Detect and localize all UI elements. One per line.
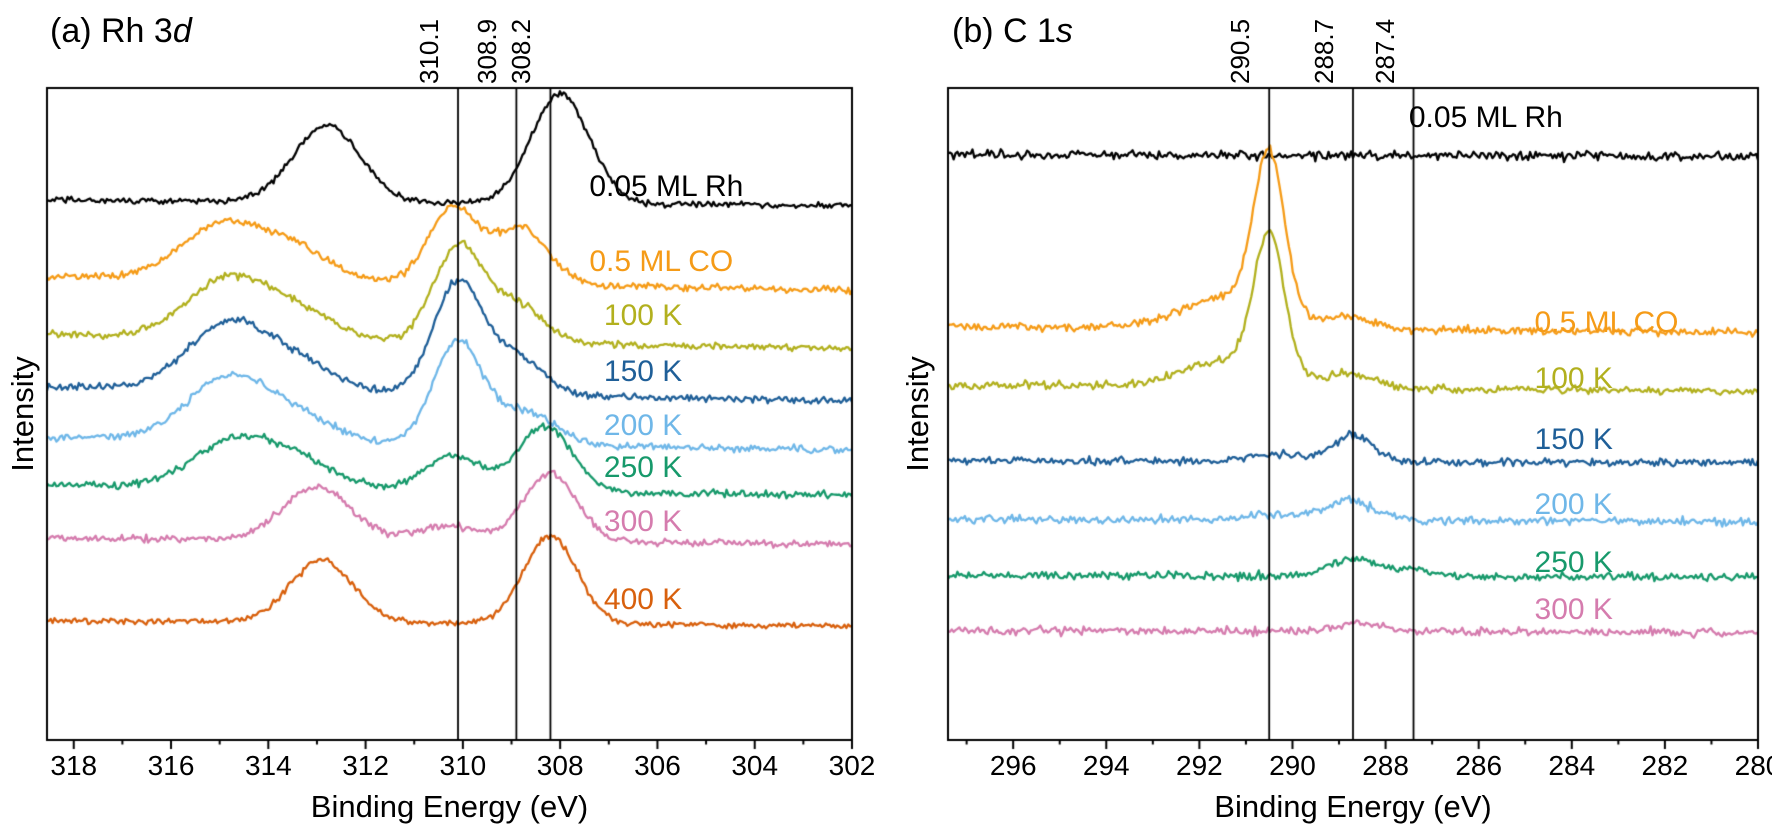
panel-a-title: (a) Rh 3d [50, 12, 192, 51]
panel-c1s: (b) C 1s Intensity Binding Energy (eV) 2… [886, 0, 1772, 836]
reference-line-label: 308.9 [472, 18, 503, 84]
x-tick-label: 306 [634, 750, 681, 781]
y-axis-label: Intensity [5, 356, 40, 472]
series-label: 0.5 ML CO [589, 245, 734, 279]
x-tick-label: 292 [1176, 750, 1223, 781]
x-tick-label: 288 [1362, 750, 1409, 781]
series-label: 300 K [603, 504, 683, 538]
series-label: 0.05 ML Rh [589, 170, 744, 204]
x-tick-label: 282 [1641, 750, 1689, 781]
panel-rh3d: (a) Rh 3d Intensity Binding Energy (eV) … [0, 0, 886, 836]
series-label: 300 K [1534, 592, 1613, 626]
series-label: 0.5 ML CO [1534, 305, 1679, 339]
x-tick-label: 286 [1455, 750, 1503, 781]
panel-b-title-text: (b) C 1 [952, 12, 1056, 50]
spectra-canvas-a [0, 0, 886, 836]
x-tick-label: 308 [536, 750, 584, 781]
panel-a-title-italic: d [172, 12, 192, 50]
x-tick-label: 302 [828, 750, 876, 781]
reference-line-label: 288.7 [1309, 18, 1339, 84]
x-tick-label: 318 [50, 750, 98, 781]
panel-a-title-text: (a) Rh 3 [50, 12, 173, 50]
series-label: 250 K [1534, 545, 1613, 579]
series-label: 100 K [1534, 362, 1613, 396]
x-tick-label: 280 [1734, 750, 1772, 781]
x-tick-label: 294 [1082, 750, 1130, 781]
y-axis-label: Intensity [900, 356, 935, 472]
reference-line-label: 287.4 [1369, 18, 1400, 84]
series-label: 0.05 ML Rh [1408, 100, 1563, 134]
spectra-canvas-b [886, 0, 1772, 836]
x-tick-label: 296 [989, 750, 1037, 781]
series-label: 100 K [603, 299, 683, 333]
reference-line-label: 290.5 [1225, 18, 1256, 84]
reference-line-label: 310.1 [414, 18, 444, 84]
panel-b-title-italic: s [1055, 12, 1073, 50]
x-tick-label: 316 [147, 750, 195, 781]
x-tick-label: 284 [1548, 750, 1596, 781]
x-axis-label: Binding Energy (eV) [1214, 789, 1492, 824]
series-label: 400 K [603, 582, 683, 616]
series-label: 200 K [603, 408, 683, 442]
reference-line-label: 308.2 [506, 18, 537, 84]
x-axis-label: Binding Energy (eV) [310, 789, 589, 824]
x-tick-label: 312 [342, 750, 389, 781]
series-label: 250 K [603, 451, 683, 485]
x-tick-label: 304 [731, 750, 779, 781]
series-label: 200 K [1534, 488, 1613, 522]
x-tick-label: 314 [244, 750, 292, 781]
x-tick-label: 310 [439, 750, 487, 781]
series-label: 150 K [1534, 423, 1613, 457]
panel-b-title: (b) C 1s [952, 12, 1073, 51]
series-label: 150 K [603, 354, 683, 388]
x-tick-label: 290 [1269, 750, 1316, 781]
